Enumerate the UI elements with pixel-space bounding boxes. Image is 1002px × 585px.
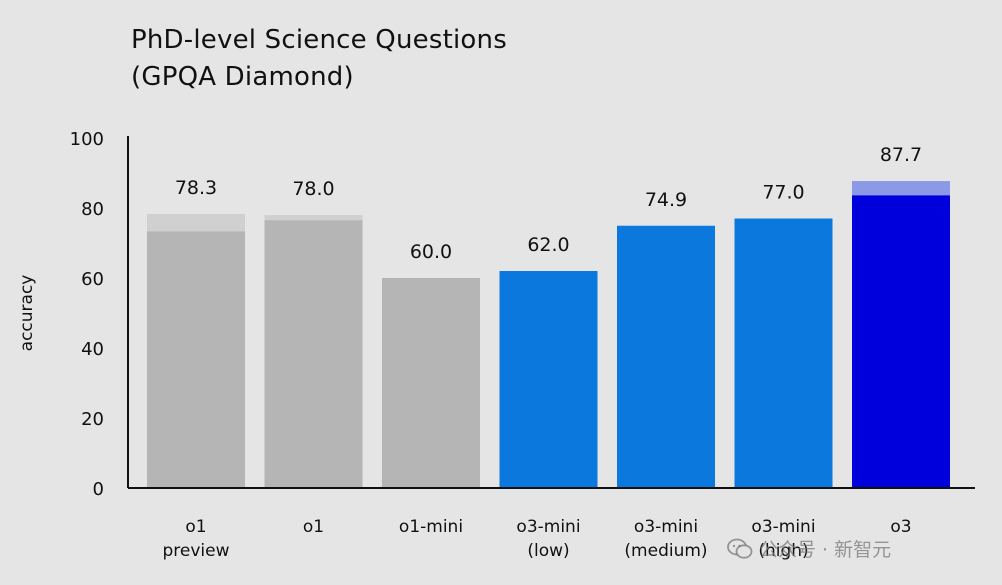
labels-group: 78.3 o1 preview 78.0 o1 60.0 o1-mini 62.0 o3-min… [17, 129, 922, 561]
category-label-6-0: o3 [890, 517, 911, 537]
axes-group [127, 136, 975, 489]
wechat-icon [727, 538, 753, 560]
category-label-4-1: (medium) [624, 541, 707, 561]
value-label-1: 78.0 [292, 178, 334, 200]
value-label-5: 77.0 [762, 182, 804, 204]
category-label-2-0: o1-mini [399, 517, 463, 537]
bar-2 [382, 278, 480, 488]
bar-5 [734, 218, 833, 488]
chart-title: PhD-level Science Questions (GPQA Diamon… [131, 22, 507, 96]
category-label-3-1: (low) [527, 541, 569, 561]
watermark-text: 公众号 · 新智元 [759, 539, 892, 561]
value-label-3: 62.0 [527, 234, 569, 256]
watermark: 公众号 · 新智元 [727, 535, 891, 562]
category-label-1-0: o1 [303, 517, 324, 537]
category-label-0-0: o1 [185, 517, 206, 537]
category-label-5-1: (high) [758, 541, 808, 561]
bar-0 [147, 231, 245, 488]
category-label-3-0: o3-mini [516, 517, 580, 537]
bar-1 [264, 220, 363, 488]
y-tick-label-5: 100 [70, 129, 104, 150]
value-label-0: 78.3 [175, 177, 217, 199]
category-label-4-0: o3-mini [634, 517, 698, 537]
bar-4 [617, 225, 715, 488]
bar-6 [852, 195, 950, 488]
bar-3 [499, 271, 598, 488]
chart-title-line-1: PhD-level Science Questions [131, 25, 507, 55]
y-axis-label: accuracy [17, 275, 37, 352]
y-tick-label-3: 60 [81, 269, 104, 290]
bars-group [147, 181, 950, 489]
y-tick-label-0: 0 [93, 479, 104, 500]
category-label-0-1: preview [162, 541, 229, 561]
category-label-5-0: o3-mini [751, 517, 815, 537]
value-label-2: 60.0 [410, 241, 452, 263]
value-label-6: 87.7 [880, 144, 922, 166]
chart-title-line-2: (GPQA Diamond) [131, 62, 354, 92]
y-tick-label-2: 40 [81, 339, 104, 360]
y-tick-label-1: 20 [81, 409, 104, 430]
y-tick-label-4: 80 [81, 199, 104, 220]
value-label-4: 74.9 [645, 189, 687, 211]
